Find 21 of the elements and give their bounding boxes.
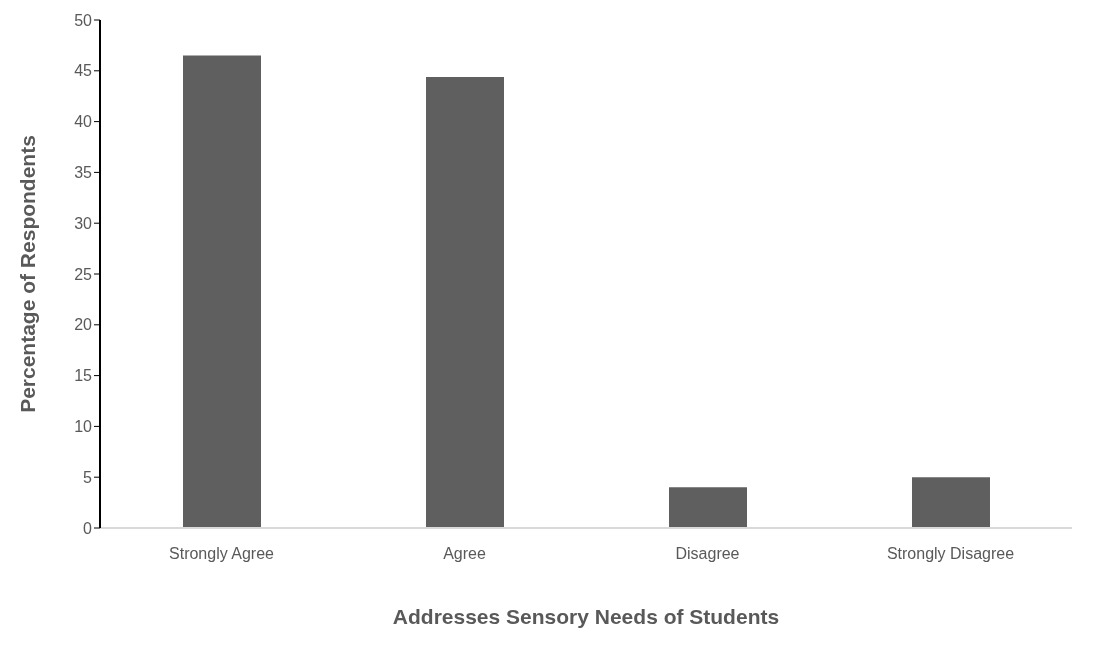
- y-tick-label: 50: [74, 11, 93, 29]
- y-tick-label: 45: [74, 62, 93, 80]
- y-tick-label: 20: [74, 316, 93, 334]
- y-axis-title: Percentage of Respondents: [16, 135, 40, 413]
- x-axis-title: Addresses Sensory Needs of Students: [392, 605, 780, 628]
- bar: [183, 55, 261, 528]
- y-tick-label: 30: [74, 214, 93, 232]
- y-tick-label: 10: [74, 418, 93, 436]
- y-tick-label: 40: [74, 113, 93, 131]
- y-tick-label: 25: [74, 265, 93, 283]
- bar: [912, 477, 990, 528]
- x-tick-label: Agree: [443, 545, 486, 563]
- y-tick-label: 5: [83, 468, 93, 486]
- bar: [426, 76, 504, 528]
- y-tick-label: 0: [83, 519, 93, 537]
- bar: [669, 487, 747, 528]
- x-tick-label: Strongly Disagree: [886, 545, 1015, 563]
- y-tick-label: 35: [74, 164, 93, 182]
- x-tick-label: Disagree: [675, 545, 740, 563]
- x-tick-label: Strongly Agree: [169, 545, 275, 563]
- y-tick-label: 15: [74, 367, 93, 385]
